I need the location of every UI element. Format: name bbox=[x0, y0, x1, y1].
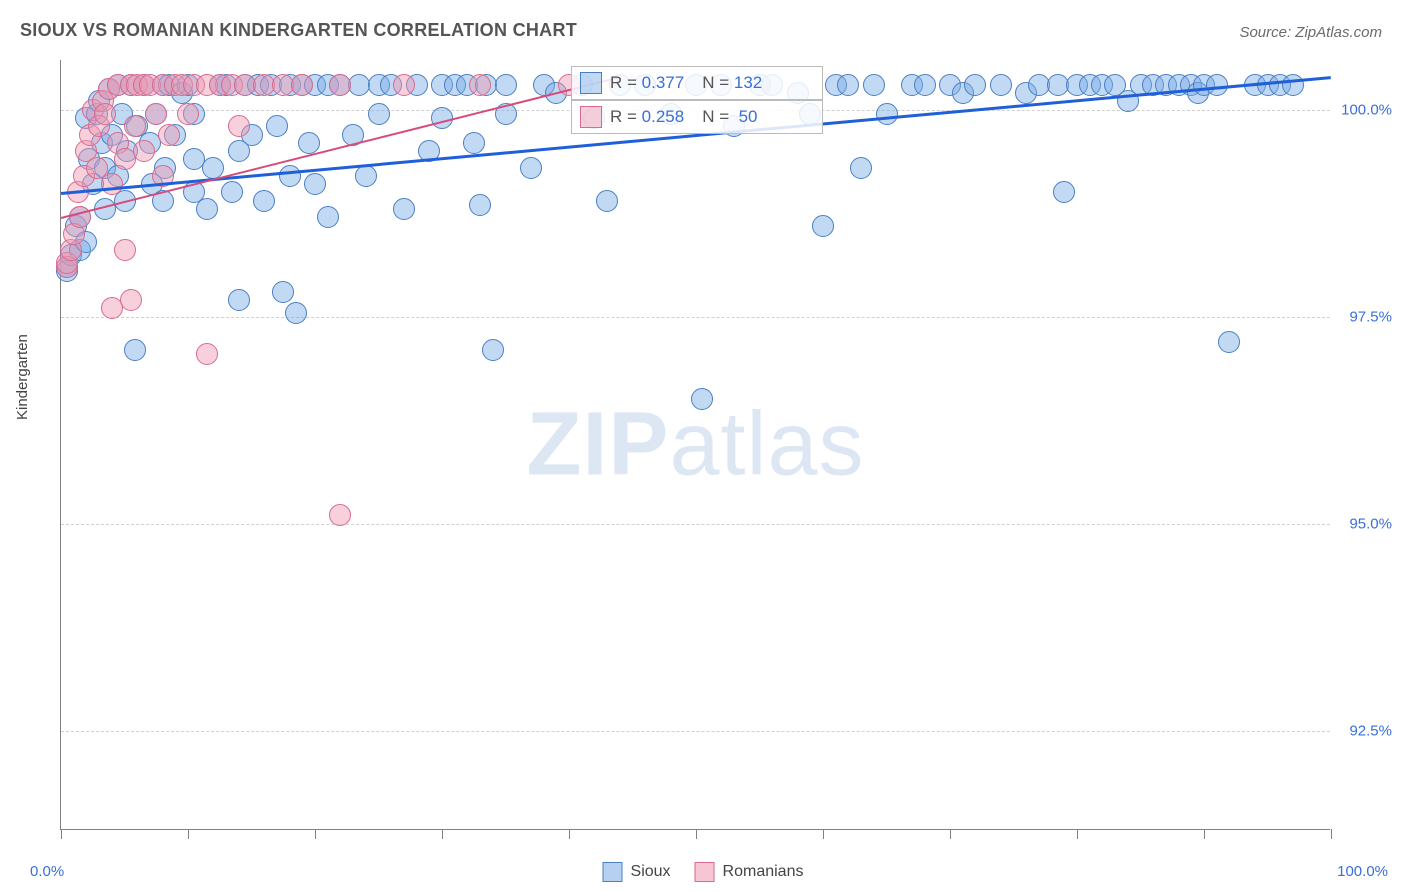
legend-swatch-icon bbox=[580, 72, 602, 94]
y-tick-label: 100.0% bbox=[1337, 101, 1392, 118]
legend-label: Sioux bbox=[631, 863, 671, 881]
romanian-point bbox=[94, 103, 116, 125]
x-tick bbox=[442, 829, 443, 839]
stat-n-label: N = 132 bbox=[702, 73, 762, 93]
sioux-point bbox=[1053, 181, 1075, 203]
romanian-point bbox=[329, 504, 351, 526]
romanian-point bbox=[393, 74, 415, 96]
chart-title: SIOUX VS ROMANIAN KINDERGARTEN CORRELATI… bbox=[20, 20, 577, 41]
sioux-point bbox=[1218, 331, 1240, 353]
sioux-point bbox=[317, 206, 339, 228]
sioux-point bbox=[691, 388, 713, 410]
romanian-point bbox=[291, 74, 313, 96]
x-tick bbox=[188, 829, 189, 839]
sioux-point bbox=[285, 302, 307, 324]
sioux-point bbox=[837, 74, 859, 96]
romanian-point bbox=[329, 74, 351, 96]
gridline bbox=[61, 524, 1330, 525]
sioux-point bbox=[596, 190, 618, 212]
sioux-point bbox=[812, 215, 834, 237]
legend-swatch-icon bbox=[603, 862, 623, 882]
sioux-point bbox=[914, 74, 936, 96]
sioux-point bbox=[253, 190, 275, 212]
gridline bbox=[61, 317, 1330, 318]
romanian-point bbox=[158, 124, 180, 146]
stat-n-label: N = 50 bbox=[702, 107, 757, 127]
romanian-point bbox=[120, 289, 142, 311]
sioux-point bbox=[304, 173, 326, 195]
x-axis-min-label: 0.0% bbox=[30, 863, 64, 880]
romanian-point bbox=[145, 103, 167, 125]
x-tick bbox=[1077, 829, 1078, 839]
romanian-point bbox=[228, 115, 250, 137]
sioux-point bbox=[850, 157, 872, 179]
sioux-point bbox=[221, 181, 243, 203]
sioux-point bbox=[393, 198, 415, 220]
y-tick-label: 92.5% bbox=[1337, 722, 1392, 739]
x-tick bbox=[823, 829, 824, 839]
legend-label: Romanians bbox=[723, 863, 804, 881]
y-tick-label: 97.5% bbox=[1337, 308, 1392, 325]
romanian-point bbox=[196, 343, 218, 365]
sioux-point bbox=[368, 103, 390, 125]
romanian-point bbox=[469, 74, 491, 96]
x-axis-max-label: 100.0% bbox=[1337, 863, 1388, 880]
sioux-point bbox=[469, 194, 491, 216]
sioux-point bbox=[990, 74, 1012, 96]
romanian-point bbox=[133, 140, 155, 162]
source-attribution: Source: ZipAtlas.com bbox=[1239, 24, 1382, 41]
legend: Sioux Romanians bbox=[603, 862, 804, 882]
x-tick bbox=[1331, 829, 1332, 839]
sioux-point bbox=[482, 339, 504, 361]
sioux-point bbox=[495, 74, 517, 96]
sioux-point bbox=[964, 74, 986, 96]
sioux-point bbox=[520, 157, 542, 179]
sioux-point bbox=[202, 157, 224, 179]
romanian-point bbox=[101, 173, 123, 195]
sioux-point bbox=[124, 339, 146, 361]
y-axis-label: Kindergarten bbox=[14, 334, 31, 420]
sioux-stat-box: R = 0.377 N = 132 bbox=[571, 66, 823, 100]
sioux-point bbox=[876, 103, 898, 125]
x-tick bbox=[950, 829, 951, 839]
watermark-zip: ZIP bbox=[526, 394, 669, 494]
legend-swatch-icon bbox=[580, 106, 602, 128]
sioux-point bbox=[863, 74, 885, 96]
sioux-point bbox=[272, 281, 294, 303]
plot-area: ZIPatlas 100.0%97.5%95.0%92.5%R = 0.377N… bbox=[60, 60, 1330, 830]
y-tick-label: 95.0% bbox=[1337, 515, 1392, 532]
sioux-point bbox=[463, 132, 485, 154]
romanian-point bbox=[114, 239, 136, 261]
x-tick bbox=[61, 829, 62, 839]
legend-swatch-icon bbox=[695, 862, 715, 882]
legend-item: Sioux bbox=[603, 862, 671, 882]
sioux-point bbox=[266, 115, 288, 137]
sioux-point bbox=[355, 165, 377, 187]
sioux-point bbox=[196, 198, 218, 220]
x-tick bbox=[696, 829, 697, 839]
sioux-point bbox=[228, 289, 250, 311]
x-tick bbox=[569, 829, 570, 839]
romanian-point bbox=[177, 103, 199, 125]
stat-r-label: R = 0.377 bbox=[610, 73, 684, 93]
x-tick bbox=[315, 829, 316, 839]
x-tick bbox=[1204, 829, 1205, 839]
sioux-point bbox=[279, 165, 301, 187]
legend-item: Romanians bbox=[695, 862, 804, 882]
sioux-point bbox=[298, 132, 320, 154]
romanian-point bbox=[124, 115, 146, 137]
stat-r-label: R = 0.258 bbox=[610, 107, 684, 127]
sioux-point bbox=[1282, 74, 1304, 96]
gridline bbox=[61, 731, 1330, 732]
romanian-stat-box: R = 0.258 N = 50 bbox=[571, 100, 823, 134]
